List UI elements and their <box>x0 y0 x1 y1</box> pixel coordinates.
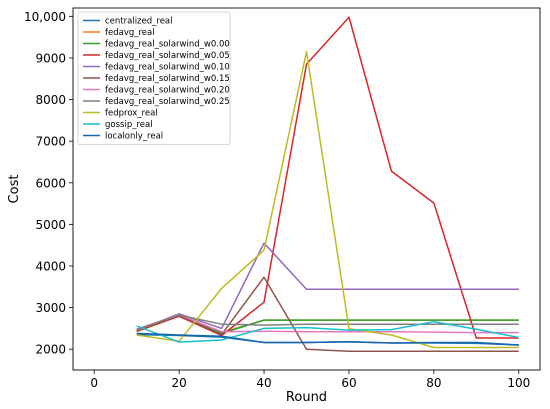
series-line-7 <box>136 314 519 330</box>
legend-label: fedavg_real <box>105 28 155 38</box>
legend-box <box>77 11 231 145</box>
y-tick-label: 5000 <box>35 218 66 232</box>
y-tick-label: 8000 <box>35 93 66 107</box>
legend-label: localonly_real <box>105 132 163 142</box>
legend-label: fedavg_real_solarwind_w0.15 <box>105 74 230 84</box>
legend-label: fedavg_real_solarwind_w0.20 <box>105 86 230 96</box>
legend-label: centralized_real <box>105 17 173 27</box>
y-tick-label: 10,000 <box>24 10 66 24</box>
plot-frame <box>72 7 541 371</box>
legend-label: fedavg_real_solarwind_w0.00 <box>105 40 230 50</box>
series-line-8 <box>136 50 519 349</box>
y-tick-label: 4000 <box>35 259 66 273</box>
legend-label: fedavg_real_solarwind_w0.10 <box>105 63 230 73</box>
legend-label: fedavg_real_solarwind_w0.25 <box>105 97 230 107</box>
x-tick-label: 20 <box>171 376 186 390</box>
series-line-4 <box>136 242 519 332</box>
series-line-3 <box>136 16 519 339</box>
legend-label: gossip_real <box>105 120 153 130</box>
series-line-5 <box>136 276 519 353</box>
y-axis-label: Cost <box>7 175 22 204</box>
axes <box>72 7 541 371</box>
x-tick-label: 60 <box>341 376 356 390</box>
x-tick-label: 40 <box>256 376 271 390</box>
series-line-10 <box>136 332 519 346</box>
y-tick-label: 2000 <box>35 343 66 357</box>
series-line-6 <box>136 313 519 334</box>
series-line-9 <box>136 320 519 343</box>
series-lines <box>136 16 519 353</box>
y-tick-label: 7000 <box>35 135 66 149</box>
legend-label: fedprox_real <box>105 109 158 119</box>
x-tick-label: 100 <box>507 376 530 390</box>
y-ticks: 2000 3000 4000 5000 6000 7000 8000 9000 10,000 <box>24 10 73 357</box>
y-tick-label: 3000 <box>35 301 66 315</box>
x-tick-label: 0 <box>90 376 98 390</box>
x-tick-label: 80 <box>426 376 441 390</box>
x-axis-label: Round <box>286 390 327 405</box>
legend-label: fedavg_real_solarwind_w0.05 <box>105 51 230 61</box>
y-tick-label: 9000 <box>35 51 66 65</box>
x-ticks: 0 20 40 60 80 100 <box>90 370 530 390</box>
y-tick-label: 6000 <box>35 176 66 190</box>
